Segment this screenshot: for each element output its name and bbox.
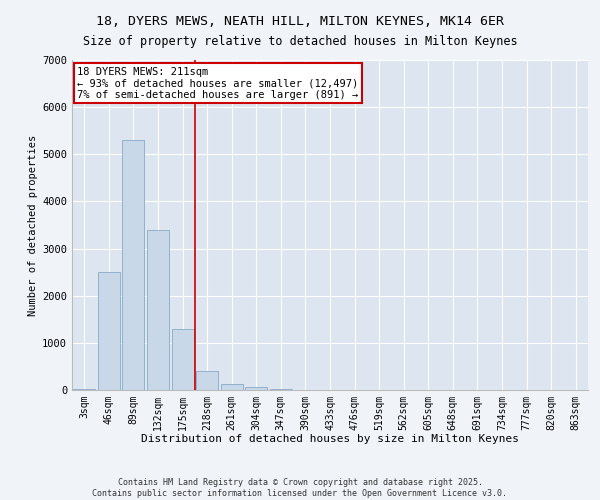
- Bar: [122, 140, 145, 390]
- Text: Contains HM Land Registry data © Crown copyright and database right 2025.
Contai: Contains HM Land Registry data © Crown c…: [92, 478, 508, 498]
- Y-axis label: Number of detached properties: Number of detached properties: [28, 134, 38, 316]
- Text: Size of property relative to detached houses in Milton Keynes: Size of property relative to detached ho…: [83, 35, 517, 48]
- Bar: [221, 384, 243, 390]
- Text: 18, DYERS MEWS, NEATH HILL, MILTON KEYNES, MK14 6ER: 18, DYERS MEWS, NEATH HILL, MILTON KEYNE…: [96, 15, 504, 28]
- Bar: [245, 387, 268, 390]
- X-axis label: Distribution of detached houses by size in Milton Keynes: Distribution of detached houses by size …: [141, 434, 519, 444]
- Bar: [172, 328, 194, 390]
- Bar: [196, 371, 218, 390]
- Text: 18 DYERS MEWS: 211sqm
← 93% of detached houses are smaller (12,497)
7% of semi-d: 18 DYERS MEWS: 211sqm ← 93% of detached …: [77, 66, 358, 100]
- Bar: [270, 389, 292, 390]
- Bar: [98, 272, 120, 390]
- Bar: [73, 388, 95, 390]
- Bar: [147, 230, 169, 390]
